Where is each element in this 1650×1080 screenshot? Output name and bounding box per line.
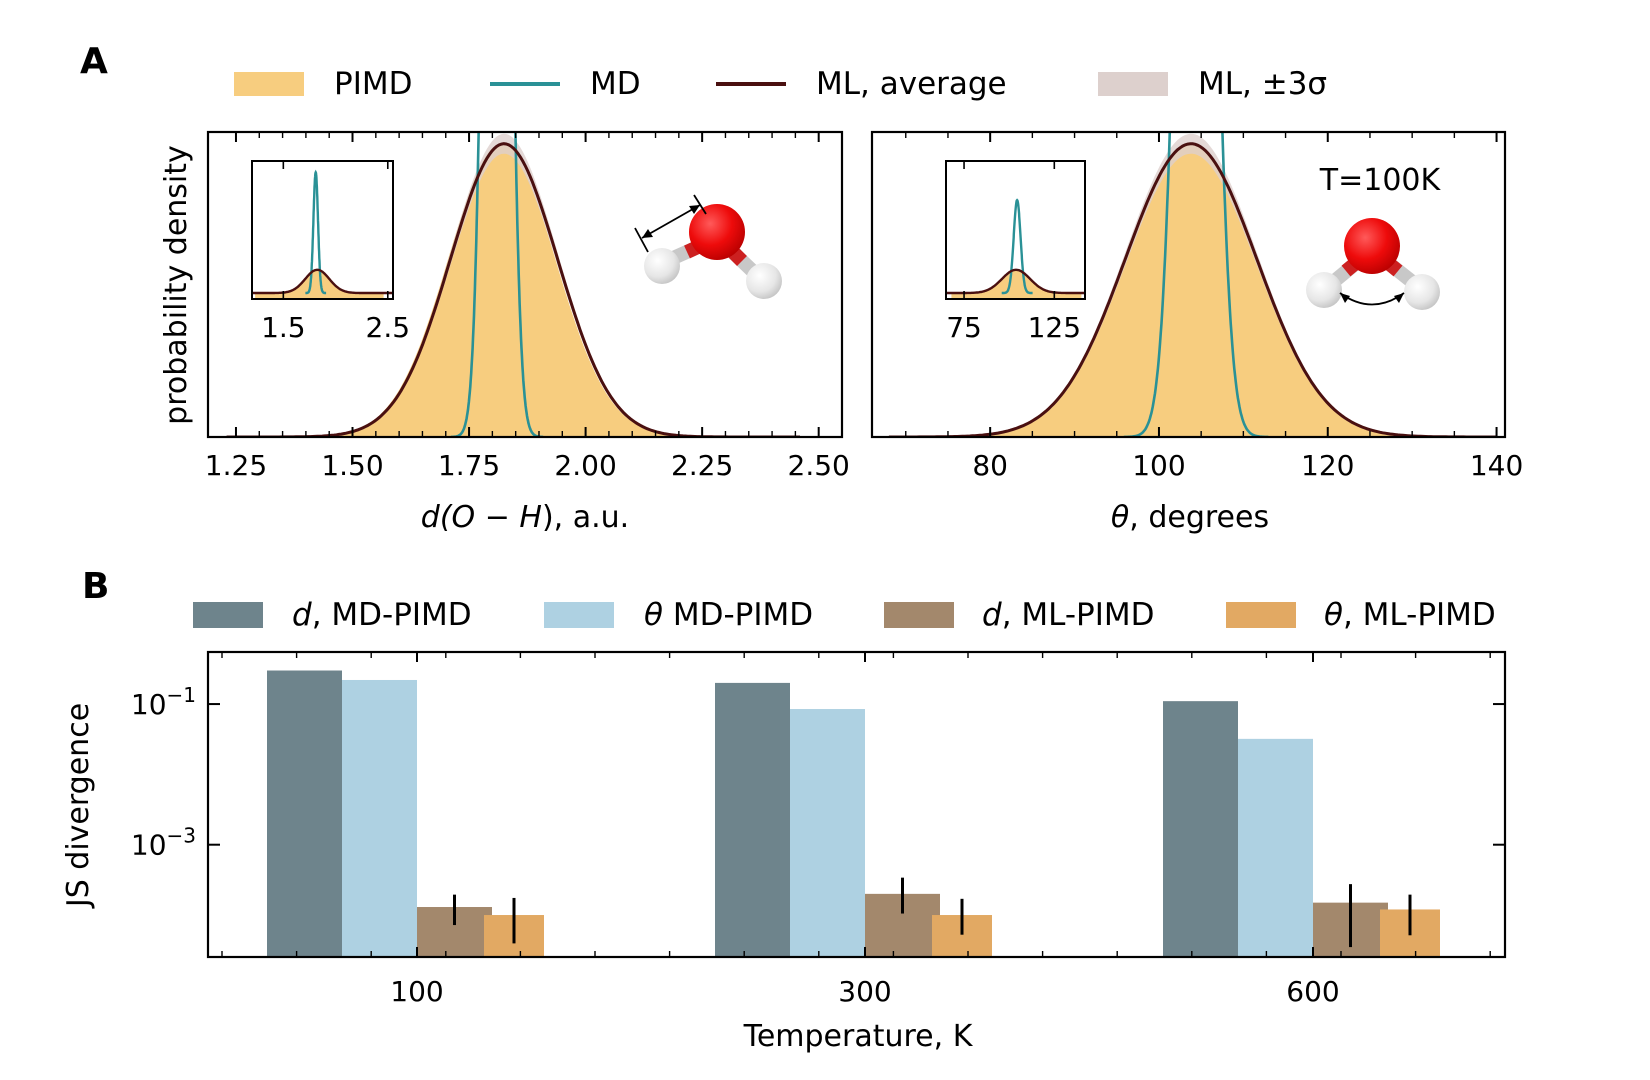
x-tick-label: 2.00: [554, 449, 616, 482]
panel-label-b: B: [82, 566, 109, 607]
x-axis-label: d(O − H), a.u.: [421, 500, 629, 535]
water-molecule-angle-icon: [1306, 218, 1440, 310]
x-tick-label: 1.50: [321, 449, 383, 482]
legend-label-theta-md-pimd: θ MD-PIMD: [644, 597, 813, 633]
x-tick-label: 140: [1470, 449, 1523, 482]
axes-frame: [206, 130, 844, 439]
x-tick-label: 600: [1286, 975, 1339, 1008]
temperature-annotation: T=100K: [1319, 163, 1442, 198]
legend-label-md: MD: [590, 66, 641, 102]
inset-frame: [945, 160, 1086, 300]
y-axis-label: JS divergence: [61, 703, 96, 909]
inset-ml-average-line: [252, 268, 393, 295]
legend-label-pimd: PIMD: [334, 66, 412, 102]
bar: [267, 670, 342, 957]
legend-label-d-ml-pimd: d, ML-PIMD: [982, 597, 1155, 633]
x-tick-label: 1.25: [205, 449, 267, 482]
bar: [1238, 738, 1313, 957]
water-molecule-bond-icon: [634, 194, 782, 299]
x-tick-label: 120: [1301, 449, 1354, 482]
inset-x-tick-label: 75: [946, 311, 982, 344]
bar: [342, 679, 417, 957]
legend-swatch-d-ml-pimd: [884, 602, 954, 628]
x-tick-label: 100: [390, 975, 443, 1008]
legend-label-ml-average: ML, average: [816, 66, 1007, 102]
bar: [1163, 701, 1238, 957]
chart-a-left: 1.25 1.50 1.75 2.00 2.25 2.50 1.5 2.5 d(O − H), …: [159, 130, 850, 535]
x-tick-label: 2.25: [671, 449, 733, 482]
x-axis-label: θ, degrees: [1111, 500, 1269, 535]
legend-swatch-theta-ml-pimd: [1226, 602, 1296, 628]
axes-frame: [206, 650, 1507, 959]
legend-b: d, MD-PIMD θ MD-PIMD d, ML-PIMD θ, ML-PI…: [193, 597, 1496, 633]
inset-pimd-histogram: [255, 269, 384, 299]
inset-plot: 75 125: [945, 160, 1086, 344]
md-line: [450, 132, 544, 437]
pimd-histogram: [226, 143, 801, 437]
inset-md-line: [1001, 198, 1033, 295]
x-tick-label: 300: [838, 975, 891, 1008]
bar: [715, 682, 790, 957]
panel-label-a: A: [80, 41, 108, 82]
axes-frame: [870, 130, 1507, 439]
x-tick-label: 80: [972, 449, 1008, 482]
legend-label-theta-ml-pimd: θ, ML-PIMD: [1324, 597, 1496, 633]
x-tick-label: 2.50: [788, 449, 850, 482]
legend-swatch-pimd: [234, 72, 304, 96]
legend-label-ml-band: ML, ±3σ: [1198, 66, 1327, 102]
inset-x-tick-label: 2.5: [366, 311, 411, 344]
pimd-histogram: [888, 143, 1497, 437]
y-axis-label: probability density: [159, 145, 194, 425]
legend-swatch-d-md-pimd: [193, 602, 263, 628]
inset-x-tick-label: 1.5: [261, 311, 306, 344]
x-tick-label: 100: [1132, 449, 1185, 482]
bar: [790, 709, 865, 957]
legend-a: PIMD MD ML, average ML, ±3σ: [234, 66, 1327, 102]
chart-a-right: 80 100 120 140 75 125 T=100K θ, degrees: [870, 130, 1523, 535]
inset-plot: 1.5 2.5: [251, 160, 411, 344]
x-axis-label: Temperature, K: [743, 1019, 974, 1054]
md-line: [1123, 132, 1269, 437]
y-tick-label: 10−3: [131, 824, 196, 862]
x-tick-label: 1.75: [438, 449, 500, 482]
legend-swatch-ml-band: [1098, 72, 1168, 96]
inset-md-line: [305, 169, 327, 295]
legend-swatch-theta-md-pimd: [544, 602, 614, 628]
inset-ml-average-line: [946, 268, 1085, 295]
legend-label-d-md-pimd: d, MD-PIMD: [292, 597, 472, 633]
chart-b: 10−1 10−3 100 300 600 Temperature, K JS diverg…: [61, 650, 1507, 1054]
y-tick-label: 10−1: [131, 683, 196, 721]
inset-frame: [251, 160, 394, 300]
inset-x-tick-label: 125: [1028, 311, 1081, 344]
